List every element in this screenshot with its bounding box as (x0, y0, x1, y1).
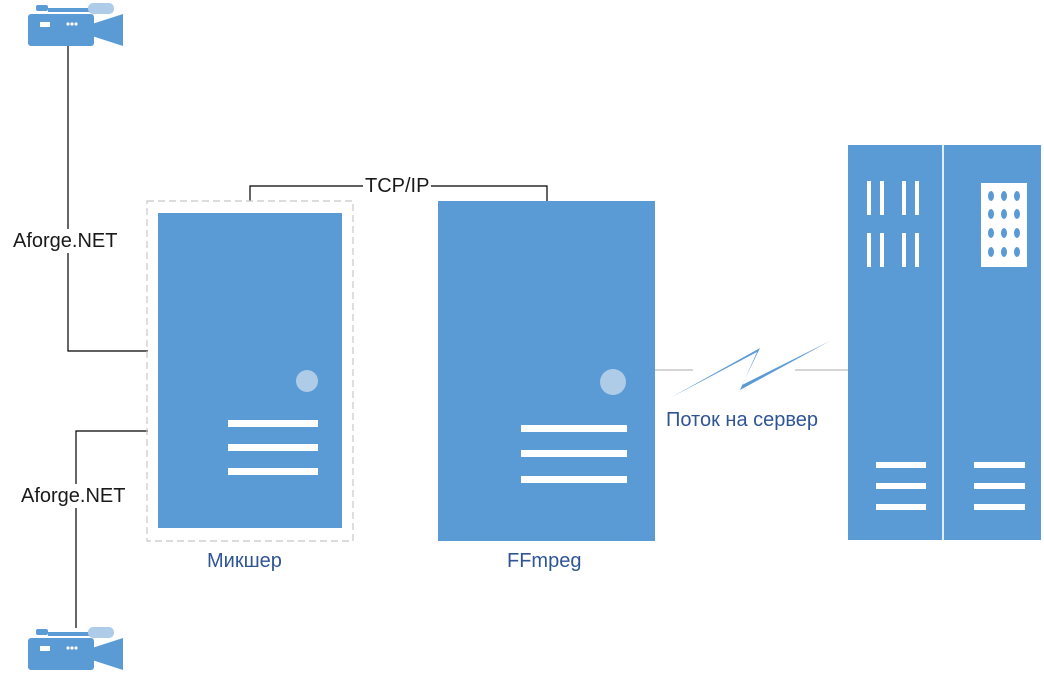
ffmpeg-label: FFmpeg (507, 550, 582, 572)
aforge-label-bottom: Aforge.NET (20, 484, 127, 508)
selection-frame (146, 200, 354, 542)
server-rack-icon (848, 145, 942, 540)
aforge-label-top: Aforge.NET (12, 229, 119, 253)
tcp-ip-label: TCP/IP (363, 175, 432, 197)
video-camera-icon (28, 627, 123, 670)
camera-top-to-mixer-line (67, 46, 148, 352)
video-camera-icon (28, 3, 123, 46)
camera-bottom-to-mixer-line (75, 430, 148, 628)
server-tower-icon (438, 201, 655, 541)
mixer-label: Микшер (207, 550, 282, 572)
stream-link (655, 341, 848, 398)
ffmpeg-device (438, 201, 655, 541)
server-rack (848, 145, 1041, 540)
stream-label: Поток на сервер (666, 409, 819, 431)
mixer-device (146, 200, 354, 542)
server-tower-icon (158, 213, 342, 528)
